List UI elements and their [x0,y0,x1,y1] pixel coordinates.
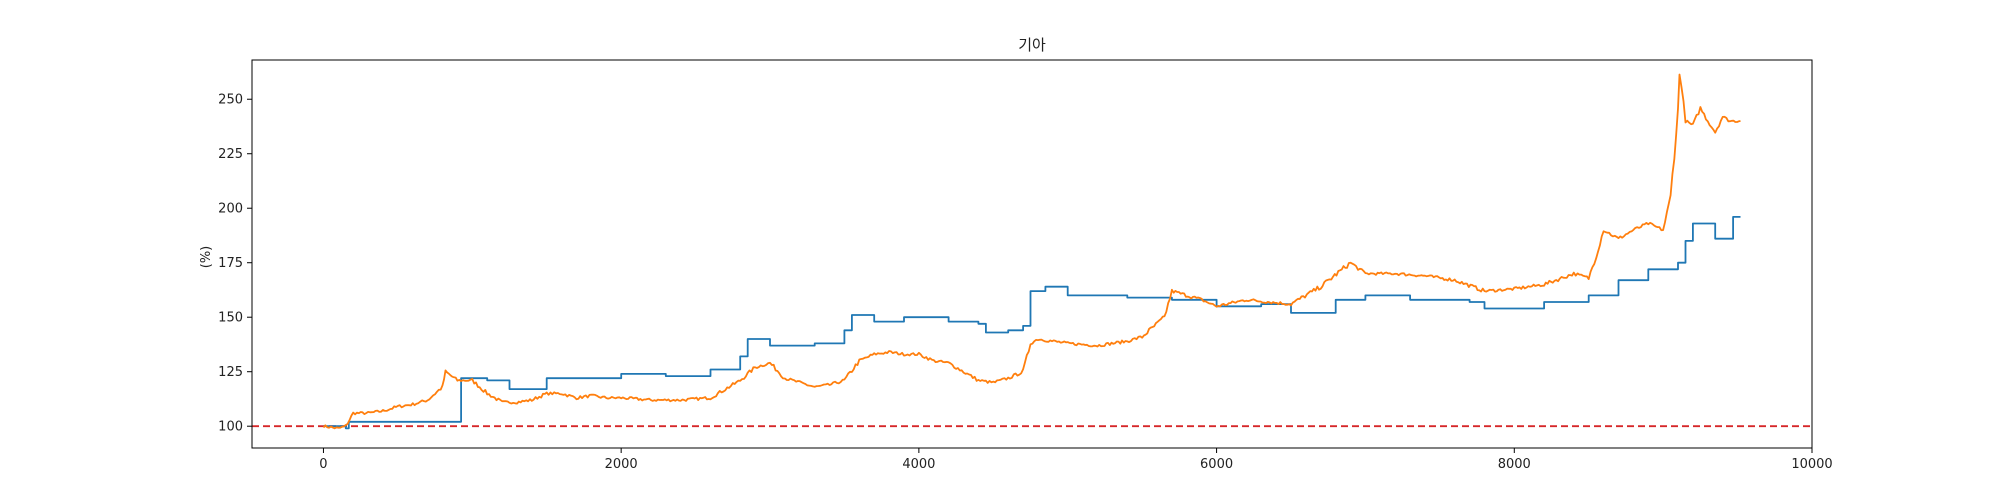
chart-title: 기아 [1018,36,1046,54]
y-tick-label: 100 [218,420,243,435]
series-line-2 [322,73,1741,430]
x-tick-label: 6000 [1200,457,1233,472]
x-tick-label: 10000 [1791,457,1832,472]
y-axis-label: (%) [199,246,214,269]
x-tick-label: 2000 [605,457,638,472]
y-tick-label: 250 [218,93,243,108]
x-tick-label: 4000 [902,457,935,472]
y-tick-label: 200 [218,202,243,217]
axes: 0 2000 4000 6000 8000 10000 100 125 150 175 200 225… [218,59,1833,472]
x-tick-label: 8000 [1498,457,1531,472]
y-tick-label: 225 [218,147,243,162]
y-tick-label: 125 [218,365,243,380]
plot-area [252,73,1812,430]
series-line-1 [323,216,1741,430]
x-tick-label: 0 [319,457,327,472]
plot-frame [251,59,1813,449]
y-tick-label: 150 [218,311,243,326]
y-tick-label: 175 [218,256,243,271]
